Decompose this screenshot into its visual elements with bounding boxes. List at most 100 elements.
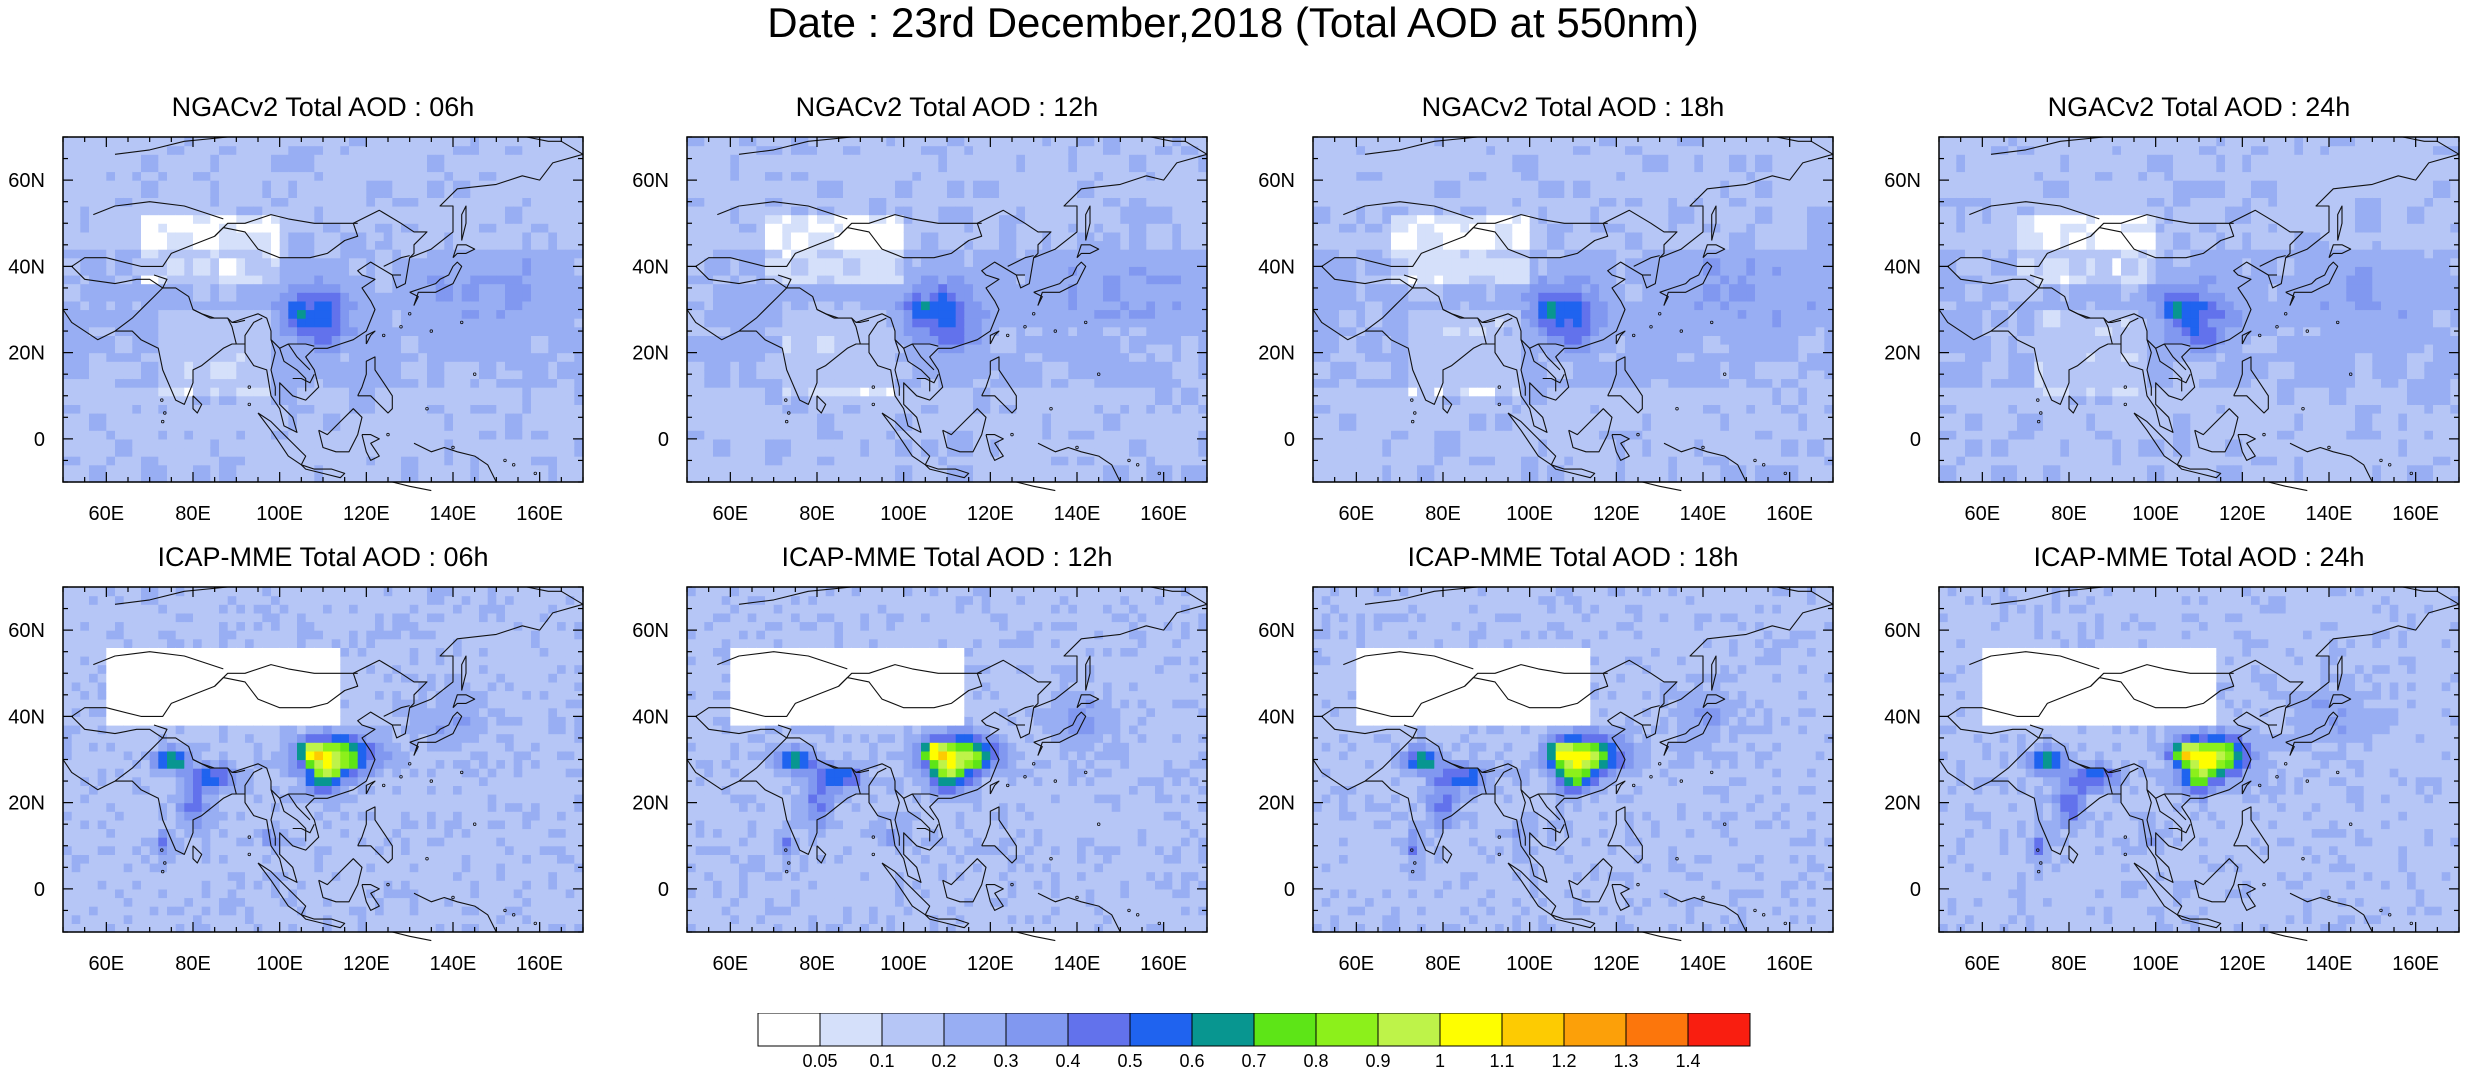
colorbar-label: 1.3 [1613, 1051, 1638, 1071]
colorbar-swatch [758, 1013, 820, 1046]
lat-tick-label: 20N [1258, 793, 1295, 815]
colorbar-label: 0.7 [1241, 1051, 1266, 1071]
lat-tick-label: 20N [632, 793, 669, 815]
lon-tick-label: 120E [343, 503, 390, 525]
colorbar-label: 0.8 [1303, 1051, 1328, 1071]
panel-title: NGACv2 Total AOD : 06h [63, 92, 583, 122]
lon-tick-label: 160E [2392, 953, 2439, 975]
lon-tick-label: 140E [2306, 503, 2353, 525]
lat-tick-label: 40N [1258, 706, 1295, 728]
colorbar-swatch [1502, 1013, 1564, 1046]
lat-tick-label: 0 [658, 879, 669, 901]
lat-tick-label: 40N [632, 706, 669, 728]
colorbar-swatch [1440, 1013, 1502, 1046]
lat-tick-label: 60N [1258, 170, 1295, 192]
colorbar-label: 0.2 [931, 1051, 956, 1071]
lon-tick-label: 80E [175, 953, 211, 975]
lon-tick-label: 80E [1425, 953, 1461, 975]
lon-tick-label: 120E [1593, 953, 1640, 975]
lon-tick-label: 100E [1506, 503, 1553, 525]
colorbar-label: 1 [1435, 1051, 1445, 1071]
lat-tick-label: 40N [1884, 256, 1921, 278]
lat-tick-label: 0 [1910, 879, 1921, 901]
lon-tick-label: 120E [2219, 953, 2266, 975]
lat-tick-label: 0 [34, 879, 45, 901]
lat-tick-label: 20N [1884, 343, 1921, 365]
lon-tick-label: 140E [430, 953, 477, 975]
lat-tick-label: 20N [8, 343, 45, 365]
lat-tick-label: 60N [1258, 620, 1295, 642]
colorbar-label: 1.4 [1675, 1051, 1700, 1071]
lon-tick-label: 100E [880, 953, 927, 975]
panel-title: NGACv2 Total AOD : 18h [1313, 92, 1833, 122]
panel-title: NGACv2 Total AOD : 12h [687, 92, 1207, 122]
lat-tick-label: 20N [8, 793, 45, 815]
lon-tick-label: 120E [967, 503, 1014, 525]
lon-tick-label: 100E [2132, 503, 2179, 525]
lon-tick-label: 120E [2219, 503, 2266, 525]
panel-title: ICAP-MME Total AOD : 12h [687, 542, 1207, 572]
lon-tick-label: 80E [2051, 503, 2087, 525]
lat-tick-label: 0 [1910, 429, 1921, 451]
lon-tick-label: 140E [1054, 503, 1101, 525]
panel-title: NGACv2 Total AOD : 24h [1939, 92, 2459, 122]
lon-tick-label: 100E [1506, 953, 1553, 975]
lon-tick-label: 60E [1339, 503, 1375, 525]
colorbar-swatch [1316, 1013, 1378, 1046]
lon-tick-label: 140E [1680, 503, 1727, 525]
lon-tick-label: 140E [430, 503, 477, 525]
lon-tick-label: 100E [880, 503, 927, 525]
lon-tick-label: 80E [2051, 953, 2087, 975]
figure-title: Date : 23rd December,2018 (Total AOD at … [0, 0, 2466, 46]
panel-title: ICAP-MME Total AOD : 18h [1313, 542, 1833, 572]
lon-tick-label: 100E [2132, 953, 2179, 975]
lon-tick-label: 60E [1339, 953, 1375, 975]
lon-tick-label: 80E [1425, 503, 1461, 525]
colorbar-label: 1.2 [1551, 1051, 1576, 1071]
lon-tick-label: 60E [713, 953, 749, 975]
lon-tick-label: 80E [799, 953, 835, 975]
colorbar-swatch [1068, 1013, 1130, 1046]
colorbar-label: 1.1 [1489, 1051, 1514, 1071]
colorbar-label: 0.3 [993, 1051, 1018, 1071]
lat-tick-label: 60N [632, 620, 669, 642]
lon-tick-label: 100E [256, 953, 303, 975]
colorbar-swatch [1192, 1013, 1254, 1046]
lon-tick-label: 80E [799, 503, 835, 525]
colorbar-label: 0.5 [1117, 1051, 1142, 1071]
lon-tick-label: 80E [175, 503, 211, 525]
colorbar-label: 0.6 [1179, 1051, 1204, 1071]
lon-tick-label: 160E [516, 503, 563, 525]
lon-tick-label: 160E [1766, 953, 1813, 975]
lat-tick-label: 40N [8, 256, 45, 278]
lon-tick-label: 160E [2392, 503, 2439, 525]
panel-title: ICAP-MME Total AOD : 06h [63, 542, 583, 572]
lat-tick-label: 60N [8, 620, 45, 642]
colorbar-swatch [1254, 1013, 1316, 1046]
lon-tick-label: 120E [1593, 503, 1640, 525]
panel-title: ICAP-MME Total AOD : 24h [1939, 542, 2459, 572]
lat-tick-label: 40N [1258, 256, 1295, 278]
lon-tick-label: 140E [2306, 953, 2353, 975]
lat-tick-label: 20N [1258, 343, 1295, 365]
lon-tick-label: 160E [1140, 953, 1187, 975]
lon-tick-label: 140E [1680, 953, 1727, 975]
lon-tick-label: 60E [89, 953, 125, 975]
lon-tick-label: 140E [1054, 953, 1101, 975]
